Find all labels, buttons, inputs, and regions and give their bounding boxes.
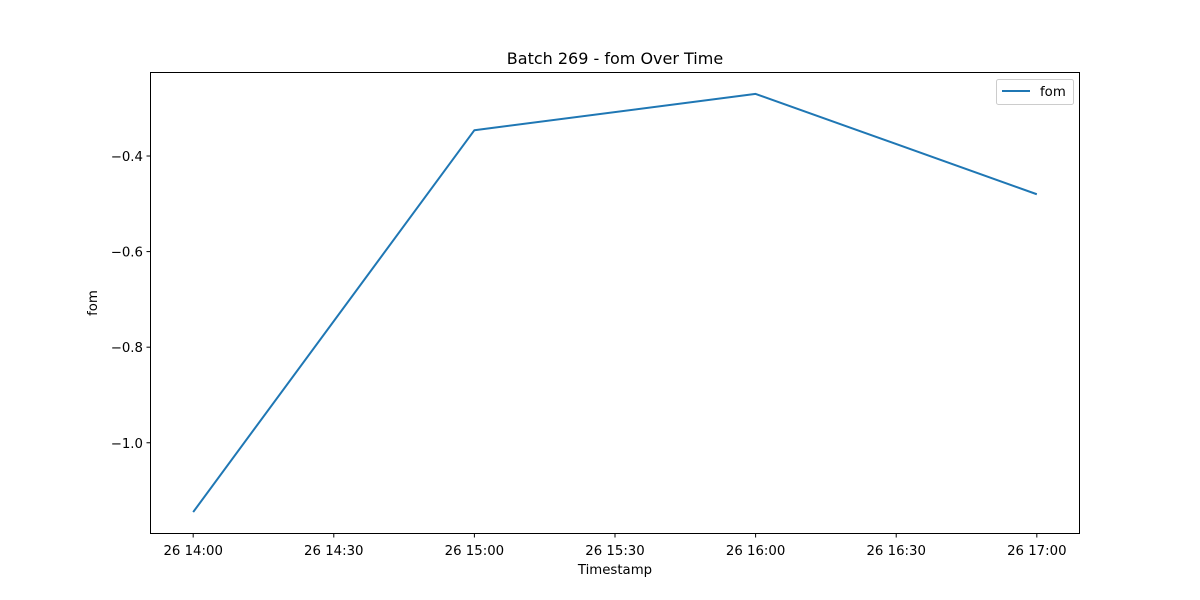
y-axis-title: fom [86, 290, 101, 316]
x-tick-label: 26 17:00 [1007, 544, 1066, 559]
y-tick-label: −0.6 [111, 246, 143, 261]
series-line-fom [192, 92, 1038, 513]
x-axis: 26 14:00 26 14:30 26 15:00 26 15:30 26 16:00… [163, 533, 1067, 559]
x-tick-label: 26 14:30 [304, 544, 363, 559]
y-tick-label: −0.8 [111, 341, 143, 356]
legend: fom [996, 79, 1074, 105]
x-tick-label: 26 14:00 [163, 544, 222, 559]
y-tick-label: −0.4 [111, 150, 143, 165]
plot-area-frame [150, 72, 1080, 534]
y-axis: −1.0 −0.8 −0.6 −0.4 [111, 150, 151, 452]
x-axis-title: Timestamp [577, 563, 652, 578]
x-tick-label: 26 16:00 [726, 544, 785, 559]
legend-label-fom: fom [1040, 85, 1066, 100]
chart-title: Batch 269 - fom Over Time [507, 49, 723, 68]
y-tick-label: −1.0 [111, 437, 143, 452]
legend-box [996, 79, 1074, 105]
series-layer [192, 92, 1038, 513]
x-tick-label: 26 15:00 [445, 544, 504, 559]
x-tick-label: 26 15:30 [585, 544, 644, 559]
x-tick-label: 26 16:30 [866, 544, 925, 559]
